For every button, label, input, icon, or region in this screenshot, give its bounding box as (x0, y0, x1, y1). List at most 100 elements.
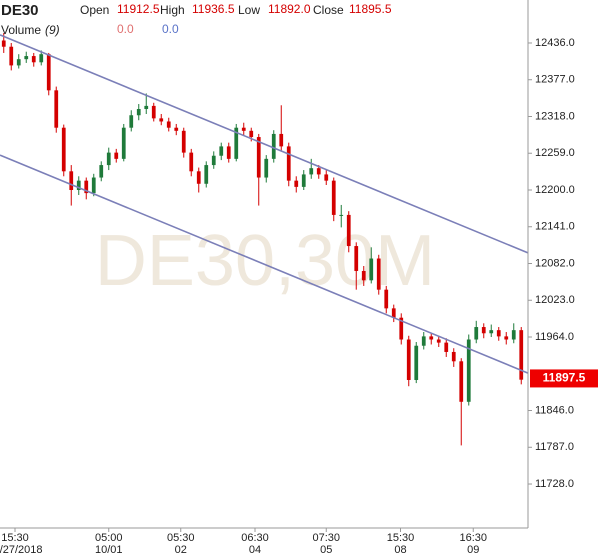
x-tick-sublabel: 08 (394, 544, 406, 556)
x-tick-label: 15:30 (387, 532, 415, 544)
candle-body (9, 46, 14, 66)
candle-body (91, 177, 96, 194)
high-value: 11936.5 (192, 2, 235, 16)
watermark: DE30,30M (95, 221, 435, 301)
last-price-label: 11897.5 (543, 371, 586, 385)
y-tick-label: 12436.0 (535, 37, 575, 49)
close-label: Close (313, 3, 344, 17)
candle-body (69, 171, 74, 190)
candle-body (451, 351, 456, 362)
high-label: High (160, 3, 185, 17)
candle-body (279, 133, 284, 147)
x-tick-sublabel: 09/27/2018 (0, 544, 43, 556)
y-tick-label: 11787.0 (535, 441, 574, 453)
close-value: 11895.5 (349, 2, 392, 16)
candle-body (181, 130, 186, 153)
candle-body (136, 109, 141, 116)
candle-body (121, 127, 126, 159)
candle-body (241, 127, 246, 131)
candle-body (444, 342, 449, 352)
trendline (0, 154, 529, 374)
y-tick-label: 12200.0 (535, 184, 575, 196)
y-tick-label: 12141.0 (535, 221, 575, 233)
last-price-tag (530, 369, 598, 388)
volume-period: (9) (45, 23, 60, 37)
candle-body (99, 165, 104, 178)
candle-body (504, 336, 509, 340)
candle-body (339, 214, 344, 216)
candle-body (256, 137, 261, 178)
low-label: Low (238, 3, 260, 17)
candle-body (489, 330, 494, 334)
open-value: 11912.5 (117, 2, 160, 16)
x-tick-sublabel: 09 (467, 544, 479, 556)
candle-body (286, 146, 291, 181)
candle-body (114, 152, 119, 159)
candle-body (294, 180, 299, 187)
candle-body (309, 168, 314, 175)
candle-body (414, 345, 419, 380)
candle-body (61, 127, 66, 172)
candle-body (234, 127, 239, 159)
candle-body (249, 130, 254, 138)
candle-body (166, 121, 171, 128)
candle-body (384, 289, 389, 309)
candle-body (354, 246, 359, 271)
candle-body (496, 330, 501, 337)
plot (0, 33, 529, 446)
candle-body (1, 40, 6, 47)
candle-body (31, 56, 36, 63)
candle-body (106, 152, 111, 166)
y-tick-label: 12082.0 (535, 257, 575, 269)
volume-value: 0.0 (117, 22, 134, 36)
candle-body (331, 180, 336, 215)
candle-body (481, 327, 486, 334)
candle-body (361, 270, 366, 281)
x-tick-label: 05:30 (167, 532, 195, 544)
candle-body (151, 105, 156, 119)
candle-body (84, 180, 89, 194)
y-tick-label: 11728.0 (535, 478, 574, 490)
candle-body (226, 146, 231, 159)
symbol: DE30 (1, 2, 39, 19)
x-tick-label: 05:00 (95, 532, 123, 544)
candle-body (511, 330, 516, 340)
x-tick-label: 16:30 (459, 532, 487, 544)
y-tick-label: 12377.0 (535, 74, 575, 86)
candle-body (429, 336, 434, 340)
low-value: 11892.0 (268, 2, 311, 16)
x-tick-sublabel: 02 (175, 544, 187, 556)
y-tick-label: 12023.0 (535, 294, 575, 306)
candle-body (301, 174, 306, 187)
candle-body (399, 317, 404, 340)
candle-body (219, 146, 224, 156)
header: DE30 Open 11912.5 High 11936.5 Low 11892… (1, 2, 392, 37)
candle-body (466, 339, 471, 402)
x-tick-sublabel: 05 (320, 544, 332, 556)
candle-body (406, 339, 411, 380)
candle-body (39, 54, 44, 63)
candle-body (316, 168, 321, 175)
candle-body (421, 336, 426, 346)
x-tick-sublabel: 10/01 (95, 544, 123, 556)
candle-body (391, 308, 396, 318)
y-tick-label: 11964.0 (535, 331, 574, 343)
candle-body (436, 339, 441, 343)
watermark-layer: DE30,30M (95, 221, 435, 301)
open-label: Open (80, 3, 109, 17)
candle-body (46, 54, 51, 91)
candle-body (264, 158, 269, 178)
volume-value: 0.0 (162, 22, 179, 36)
x-tick-sublabel: 04 (249, 544, 261, 556)
volume-label: Volume (1, 23, 41, 37)
candle-body (324, 174, 329, 181)
candle-body (271, 133, 276, 159)
x-tick-label: 15:30 (1, 532, 29, 544)
candle-body (376, 258, 381, 290)
y-tick-label: 11846.0 (535, 404, 574, 416)
candle-body (76, 180, 81, 190)
x-tick-label: 06:30 (241, 532, 269, 544)
y-tick-label: 12318.0 (535, 110, 575, 122)
